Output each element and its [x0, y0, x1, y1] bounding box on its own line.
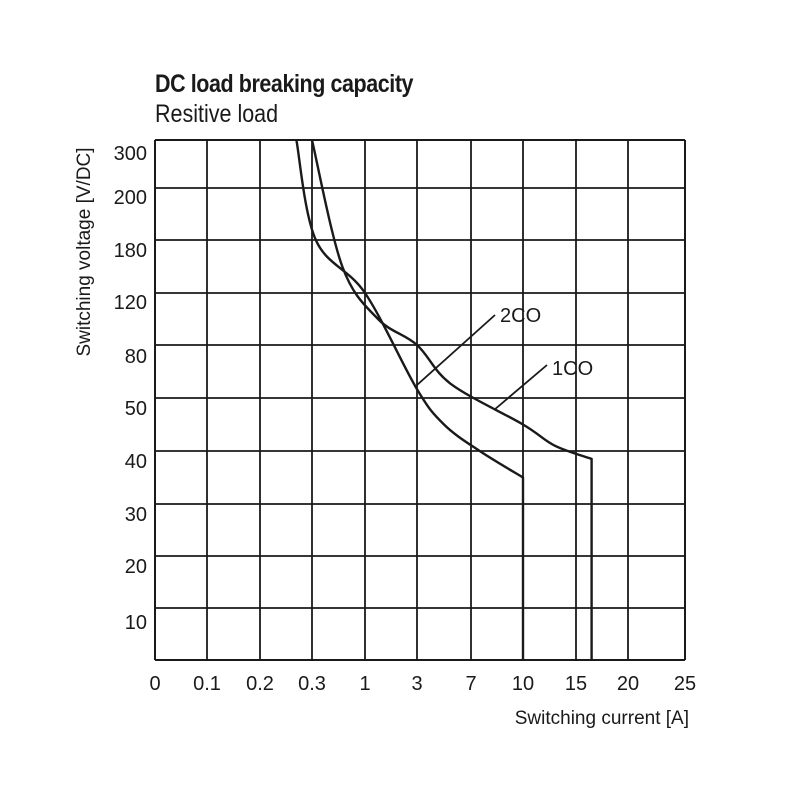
- chart-subtitle: Resitive load: [155, 100, 279, 128]
- leader-line: [416, 314, 496, 386]
- x-tick-label: 1: [359, 673, 370, 695]
- y-tick-label: 30: [125, 504, 147, 526]
- x-tick-label: 0.1: [193, 673, 221, 695]
- y-tick-label: 20: [125, 556, 147, 578]
- curve-2co: [295, 139, 525, 660]
- y-tick-label: 200: [114, 187, 147, 209]
- x-tick-label: 0.2: [246, 673, 274, 695]
- x-tick-labels: 0 0.1 0.2 0.3 1 3 7 10 15 20 25: [149, 673, 696, 695]
- x-tick-label: 0.3: [298, 673, 326, 695]
- x-tick-label: 25: [674, 673, 696, 695]
- y-tick-label: 300: [114, 143, 147, 165]
- x-tick-label: 10: [512, 673, 534, 695]
- grid: [154, 139, 686, 661]
- x-tick-label: 7: [465, 673, 476, 695]
- y-tick-label: 10: [125, 612, 147, 634]
- curve-label-2co: 2CO: [500, 305, 541, 327]
- y-tick-label: 120: [114, 292, 147, 314]
- curve-1co: [310, 139, 593, 660]
- x-axis-label: Switching current [A]: [515, 708, 689, 729]
- curves: [295, 139, 593, 660]
- y-tick-label: 40: [125, 451, 147, 473]
- y-tick-labels: 10 20 30 40 50 80 120 180 200 300: [114, 143, 147, 634]
- x-tick-label: 0: [149, 673, 160, 695]
- curve-labels: 2CO 1CO: [416, 305, 593, 411]
- y-tick-label: 80: [125, 346, 147, 368]
- y-axis-label: Switching voltage [V/DC]: [74, 147, 95, 356]
- x-tick-label: 3: [411, 673, 422, 695]
- chart-title: DC load breaking capacity: [155, 70, 414, 98]
- y-tick-label: 180: [114, 240, 147, 262]
- x-tick-label: 20: [617, 673, 639, 695]
- leader-line: [493, 364, 548, 411]
- x-tick-label: 15: [565, 673, 587, 695]
- y-tick-label: 50: [125, 398, 147, 420]
- curve-label-1co: 1CO: [552, 358, 593, 380]
